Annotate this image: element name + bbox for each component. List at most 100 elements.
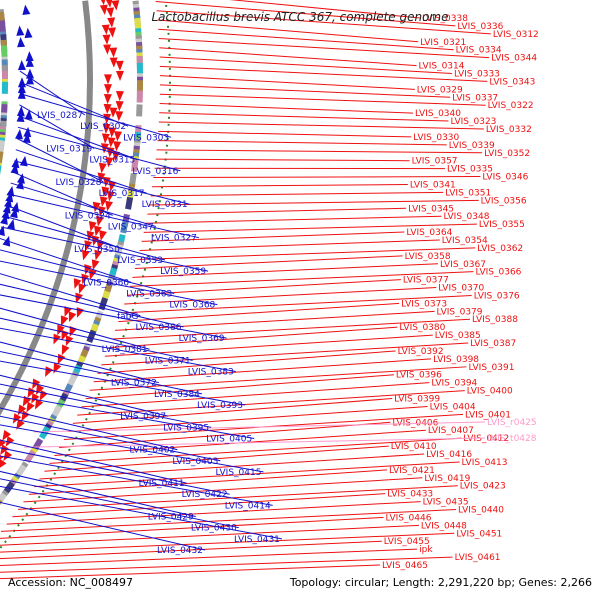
- forward-gene-label: LVIS_0461: [455, 553, 501, 563]
- rna-gene-label: LVIS_r0425: [487, 418, 537, 428]
- reverse-gene-label: LVIS_0383: [188, 368, 234, 378]
- cog-block-inner: [0, 165, 2, 178]
- reverse-gene-arrow: [0, 246, 1, 258]
- reverse-gene-arrow: [23, 132, 32, 143]
- reverse-gene-arrow: [24, 27, 33, 38]
- forward-gene-arrow: [109, 47, 117, 57]
- reverse-gene-label: LVIS_0430: [191, 524, 237, 534]
- forward-gene-label: LVIS_0332: [486, 125, 532, 135]
- forward-gene-arrow: [116, 91, 124, 101]
- reverse-gene-arrow: [15, 129, 24, 140]
- reverse-gene-label: LVIS_0395: [163, 423, 209, 433]
- forward-gene-arrow: [102, 34, 111, 44]
- reverse-gene-label: LVIS_0415: [215, 468, 261, 478]
- reverse-gene-label: LVIS_0393: [197, 401, 243, 411]
- forward-gene-arrow: [115, 101, 123, 111]
- forward-gene-leader: [157, 150, 483, 153]
- forward-gene-label: LVIS_0346: [482, 173, 528, 183]
- reverse-gene-label: LVIS_0303: [123, 133, 169, 143]
- forward-gene-arrow: [113, 131, 122, 142]
- reverse-gene-label: LVIS_0317: [99, 189, 145, 199]
- forward-gene-leader: [153, 177, 480, 178]
- reverse-gene-label: LVIS_0432: [157, 546, 203, 556]
- reverse-gene-label: LVIS_0405: [206, 434, 252, 444]
- forward-gene-leader: [160, 76, 415, 90]
- forward-gene-leader: [160, 103, 413, 113]
- forward-gene-leader: [0, 549, 417, 566]
- genome-backbone: [0, 1, 90, 532]
- forward-gene-arrow: [104, 84, 112, 94]
- reverse-gene-label: LVIS_0316: [132, 167, 178, 177]
- forward-gene-arrow: [116, 71, 124, 81]
- forward-gene-arrow: [104, 94, 112, 104]
- forward-gene-leader: [160, 94, 486, 105]
- reverse-gene-label: LVIS_0431: [234, 535, 280, 545]
- forward-gene-arrow: [50, 334, 61, 346]
- forward-gene-label: LVIS_0362: [477, 244, 523, 254]
- reverse-gene-label: LVIS_0327: [151, 234, 197, 244]
- reverse-gene-label: LVIS_0347: [108, 223, 154, 233]
- forward-gene-label: LVIS_0400: [467, 387, 513, 397]
- cog-block-inner: [2, 82, 8, 94]
- forward-gene-leader: [159, 48, 416, 66]
- forward-gene-leader: [146, 216, 442, 223]
- reverse-gene-label: LVIS_0368: [169, 301, 215, 311]
- forward-gene-label: LVIS_0344: [491, 54, 537, 64]
- forward-gene-label: LVIS_0391: [468, 363, 514, 373]
- reverse-gene-arrow: [20, 155, 29, 166]
- accession-label: Accession: NC_008497: [8, 576, 133, 589]
- cog-block-inner: [0, 151, 3, 164]
- forward-gene-label: LVIS_0352: [484, 149, 530, 159]
- forward-gene-label: LVIS_0387: [470, 339, 516, 349]
- forward-gene-label: LVIS_0343: [489, 77, 535, 87]
- reverse-gene-label: LVIS_0359: [160, 267, 206, 277]
- forward-gene-label: LVIS_0355: [479, 220, 525, 230]
- reverse-gene-arrow: [18, 60, 26, 70]
- reverse-gene-label: LVIS_0403: [172, 457, 218, 467]
- forward-gene-label: LVIS_0465: [382, 561, 428, 571]
- reverse-gene-label: LVIS_0319: [46, 144, 92, 154]
- reverse-gene-arrow: [15, 25, 24, 36]
- forward-gene-leader: [157, 141, 446, 145]
- forward-gene-leader: [158, 131, 411, 137]
- reverse-gene-arrow: [0, 224, 7, 236]
- cog-block: [137, 91, 143, 103]
- cog-block-inner: [0, 140, 5, 153]
- forward-gene-leader: [152, 184, 408, 186]
- reverse-gene-label: LVIS_0360: [83, 278, 129, 288]
- reverse-gene-label: LVIS_0414: [225, 501, 271, 511]
- forward-gene-label: LVIS_0451: [456, 529, 502, 539]
- forward-gene-arrow: [104, 74, 112, 84]
- forward-gene-arrow: [112, 141, 121, 152]
- forward-gene-label: LVIS_0388: [472, 315, 518, 325]
- reverse-gene-label: LVIS_0302: [80, 122, 126, 132]
- cog-block-inner: [1, 45, 8, 57]
- reverse-gene-label: LVIS_0331: [142, 200, 188, 210]
- forward-gene-label: LVIS_0423: [460, 482, 506, 492]
- forward-gene-arrow: [115, 111, 124, 121]
- cog-block: [137, 80, 143, 92]
- reverse-gene-label: LVIS_0372: [111, 379, 157, 389]
- forward-gene-label: LVIS_0366: [475, 268, 521, 278]
- reverse-gene-arrow: [16, 37, 25, 48]
- cog-block: [136, 104, 143, 116]
- forward-gene-label: LVIS_0322: [488, 101, 534, 111]
- forward-gene-label: LVIS_0356: [481, 196, 527, 206]
- forward-gene-leader: [105, 335, 433, 356]
- cog-block: [137, 63, 143, 75]
- forward-gene-label: ipk: [419, 545, 433, 555]
- genome-summary: Topology: circular; Length: 2,291,220 bp…: [290, 576, 592, 589]
- reverse-gene-leader: [0, 291, 227, 338]
- reverse-gene-leader: [20, 71, 85, 115]
- forward-gene-leader: [159, 122, 484, 129]
- forward-gene-label: LVIS_0440: [458, 506, 504, 516]
- cog-block: [86, 330, 96, 343]
- forward-gene-arrow: [0, 459, 6, 472]
- forward-gene-arrow: [116, 61, 124, 71]
- forward-gene-arrow: [89, 259, 99, 271]
- map-title: Lactobacillus brevis ATCC 367, complete …: [0, 10, 600, 24]
- reverse-gene-label: LVIS_0384: [154, 390, 200, 400]
- forward-gene-arrow: [41, 366, 53, 378]
